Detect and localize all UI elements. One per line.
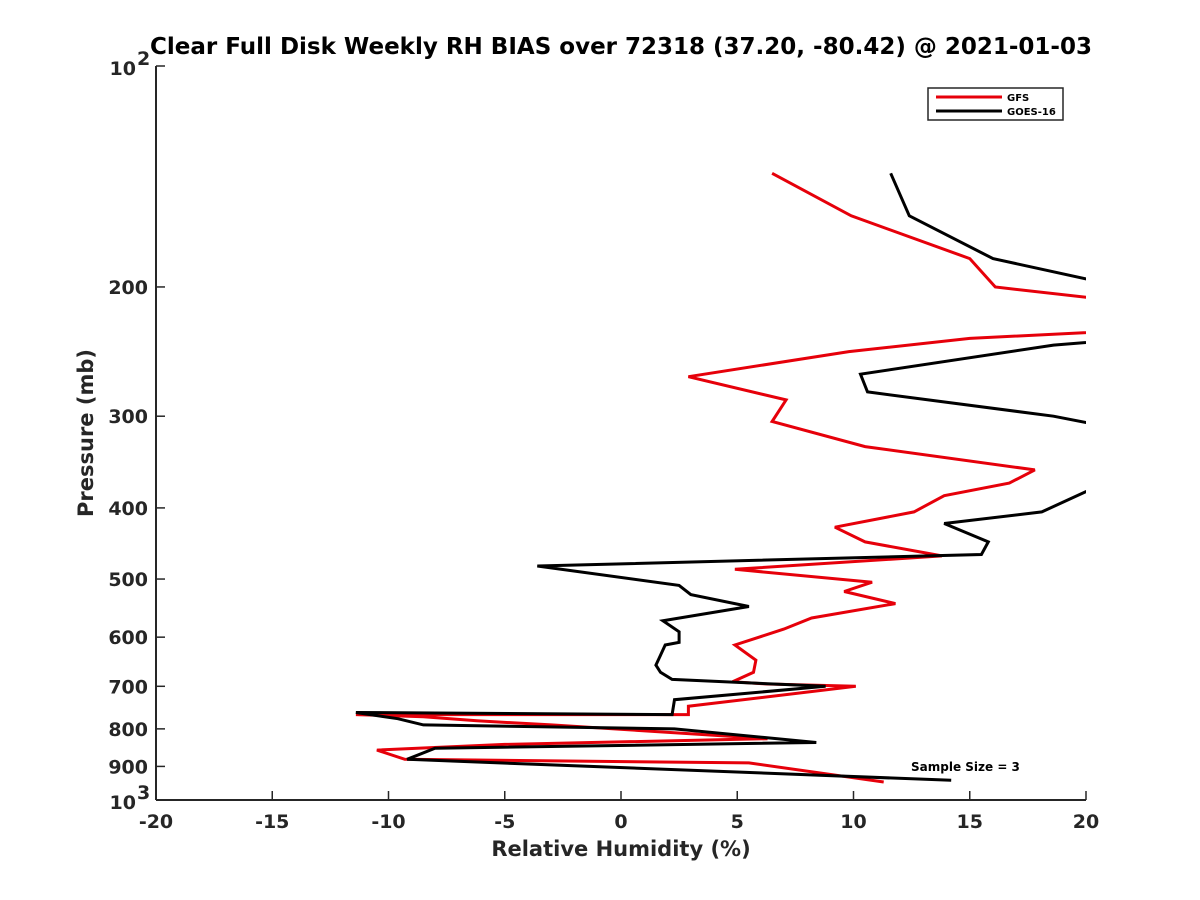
x-tick-label: -15 (255, 811, 289, 833)
y-tick-label: 800 (108, 719, 148, 741)
legend-label-gfs: GFS (1007, 93, 1029, 104)
y-tick-label: 900 (108, 756, 148, 778)
legend-label-goes16: GOES-16 (1007, 107, 1056, 118)
y-tick-exponent: 2 (137, 48, 150, 70)
legend: GFS GOES-16 (927, 87, 1064, 121)
x-tick-label: 20 (1073, 811, 1099, 833)
plot-area (156, 66, 1086, 800)
y-tick-label: 300 (108, 406, 148, 428)
legend-box (927, 87, 1064, 121)
y-tick-label: 400 (108, 498, 148, 520)
series-layer (355, 171, 1086, 784)
y-tick-label: 10 (110, 58, 136, 80)
y-tick-label: 600 (108, 627, 148, 649)
x-tick-label: -20 (139, 811, 173, 833)
y-tick-label: 200 (108, 277, 148, 299)
x-ticks: -20 -15 -10 -5 0 5 10 15 20 (139, 791, 1099, 833)
x-tick-label: 5 (731, 811, 744, 833)
x-axis-label: Relative Humidity (%) (491, 837, 750, 861)
y-axis-label: Pressure (mb) (74, 349, 98, 517)
y-tick-label: 10 (110, 792, 136, 814)
y-tick-exponent: 3 (137, 782, 150, 804)
sample-size-annotation: Sample Size = 3 (911, 760, 1020, 774)
x-tick-label: 15 (957, 811, 983, 833)
y-tick-label: 700 (108, 676, 148, 698)
x-tick-label: -10 (371, 811, 405, 833)
chart-title: Clear Full Disk Weekly RH BIAS over 7231… (150, 34, 1092, 60)
x-tick-label: -5 (494, 811, 515, 833)
series-line-gfs (355, 171, 1086, 784)
x-tick-label: 0 (614, 811, 627, 833)
series-line-goes16 (355, 172, 1086, 782)
y-tick-label: 500 (108, 569, 148, 591)
x-tick-label: 10 (840, 811, 866, 833)
